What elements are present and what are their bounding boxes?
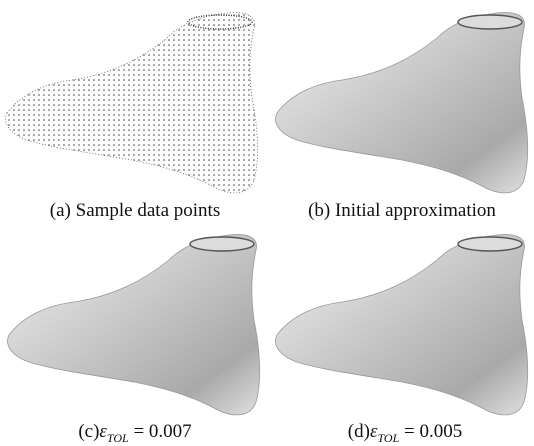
- caption: (b) Initial approximation: [308, 200, 496, 222]
- caption-label: (c): [78, 421, 99, 442]
- caption-label: (a): [50, 200, 71, 221]
- figure-art: [0, 0, 534, 446]
- caption-text: = 0.007: [133, 421, 191, 442]
- panel-c-shape: [8, 235, 260, 415]
- caption: (c)εTOL = 0.007: [78, 421, 191, 446]
- caption-subscript: TOL: [107, 431, 129, 445]
- caption-text: = 0.005: [404, 421, 462, 442]
- caption-symbol: ε: [370, 421, 378, 442]
- caption-text: Initial approximation: [335, 200, 496, 221]
- caption-text: Sample data points: [76, 200, 221, 221]
- panel-b-shape: [276, 13, 528, 193]
- caption-label: (d): [348, 421, 370, 442]
- caption-symbol: ε: [99, 421, 107, 442]
- caption-label: (b): [308, 200, 330, 221]
- caption: (d)εTOL = 0.005: [348, 421, 462, 446]
- figure: (a) Sample data points (b) Initial appro…: [0, 0, 534, 446]
- panel-a-shape: [6, 13, 258, 193]
- caption-subscript: TOL: [377, 431, 399, 445]
- caption: (a) Sample data points: [50, 200, 220, 222]
- panel-d-shape: [276, 235, 528, 415]
